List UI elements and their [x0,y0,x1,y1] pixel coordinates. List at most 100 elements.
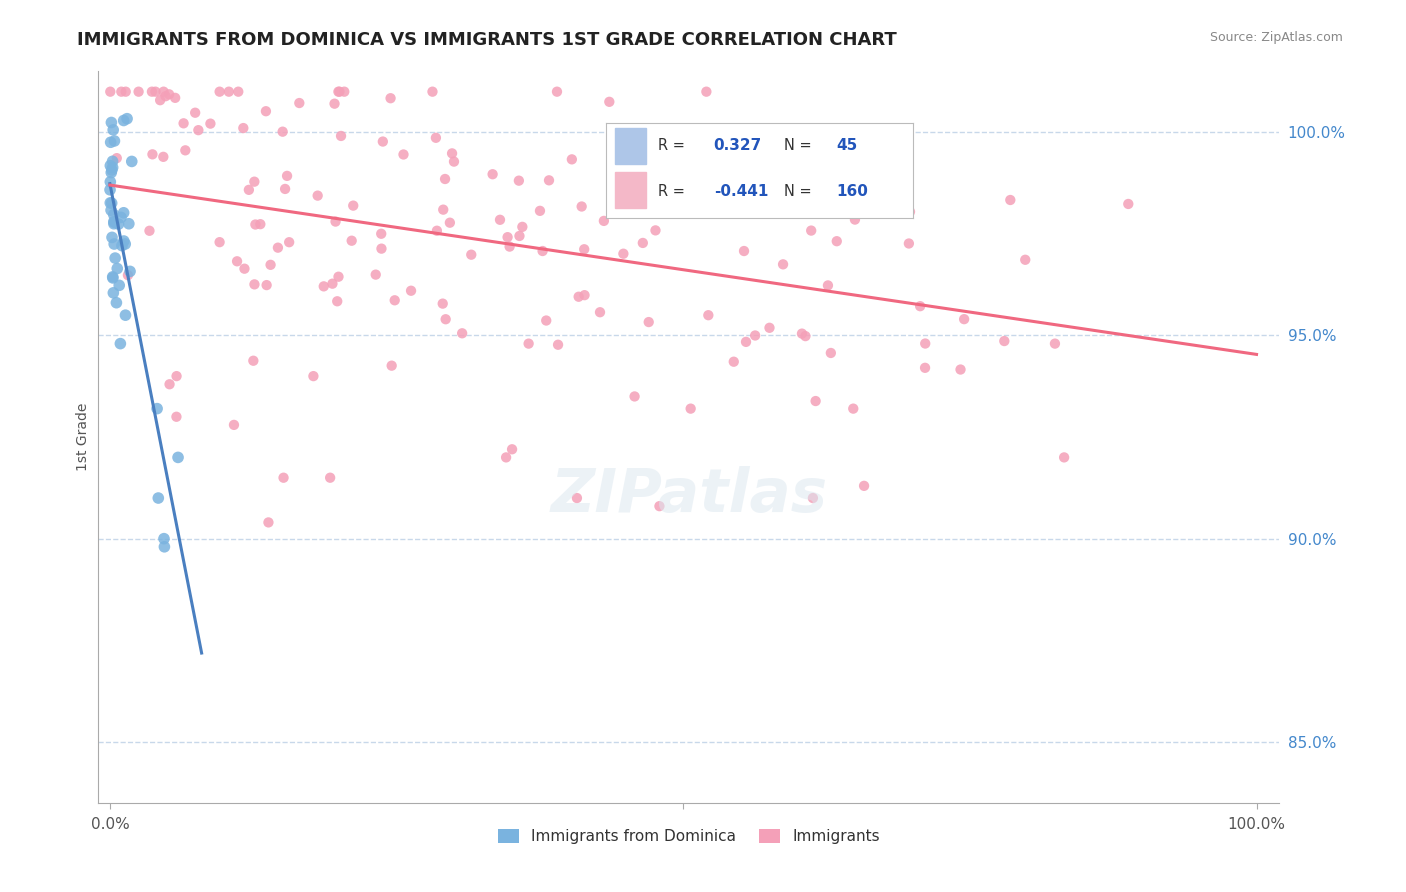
Point [422,85,444,99]
Point [103,285,125,300]
Point [115,112,138,126]
Point [672,176,695,190]
Point [165,91,187,105]
Point [114,308,136,322]
Point [451,326,474,341]
Point [257,516,280,530]
Point [208,85,231,99]
Point [993,334,1015,348]
Point [103,123,125,137]
Point [105,295,128,310]
Point [679,401,702,416]
Point [495,450,517,465]
Point [319,471,342,485]
Point [364,268,387,282]
Point [631,235,654,250]
Point [501,442,523,457]
Point [744,328,766,343]
Point [908,299,931,313]
Point [637,315,659,329]
Point [800,224,823,238]
Y-axis label: 1st Grade: 1st Grade [76,403,90,471]
Point [547,337,569,351]
Point [704,187,727,202]
Point [439,216,461,230]
Point [278,235,301,250]
Point [328,269,350,284]
Point [243,277,266,292]
Point [114,85,136,99]
Point [612,246,634,260]
Point [914,360,936,375]
Point [141,147,163,161]
Point [598,95,620,109]
Point [100,203,122,218]
Point [531,244,554,258]
Point [508,229,530,244]
Point [710,186,733,200]
Point [801,491,824,505]
Point [105,261,128,276]
Point [434,312,457,326]
Point [146,401,169,416]
Point [249,217,271,231]
Point [101,230,124,244]
Point [949,362,972,376]
Point [173,116,195,130]
Point [496,230,519,244]
Point [118,264,141,278]
Point [276,169,298,183]
Point [166,369,188,384]
Point [117,268,139,282]
Point [330,128,353,143]
Point [101,154,124,169]
Point [794,329,817,343]
Point [333,85,356,99]
Point [288,96,311,111]
Point [1116,197,1139,211]
Point [953,312,976,326]
Point [112,113,135,128]
Point [98,85,121,99]
Point [149,93,172,107]
Point [110,211,132,225]
Point [148,491,170,505]
Point [897,203,920,218]
Point [426,224,449,238]
Point [481,167,503,181]
Point [725,171,748,186]
Point [307,188,329,202]
Point [370,227,392,241]
Point [498,239,520,253]
Point [328,85,350,99]
Point [529,203,551,218]
Point [380,91,402,105]
Point [842,401,865,416]
Point [889,202,911,217]
Point [104,251,127,265]
Point [589,305,612,319]
Point [853,479,876,493]
Point [105,151,128,165]
Point [735,334,758,349]
Legend: Immigrants from Dominica, Immigrants: Immigrants from Dominica, Immigrants [492,822,886,850]
Point [226,85,249,99]
Point [1014,252,1036,267]
Point [571,200,593,214]
Point [98,195,121,210]
Point [243,175,266,189]
Point [273,471,295,485]
Point [155,89,177,103]
Point [101,163,124,178]
Point [118,217,141,231]
Point [101,269,124,284]
Point [392,147,415,161]
Point [870,199,893,213]
Point [820,346,842,360]
Point [644,223,666,237]
Point [302,369,325,384]
Point [790,326,813,341]
Point [508,174,530,188]
Point [537,173,560,187]
Point [271,125,294,139]
